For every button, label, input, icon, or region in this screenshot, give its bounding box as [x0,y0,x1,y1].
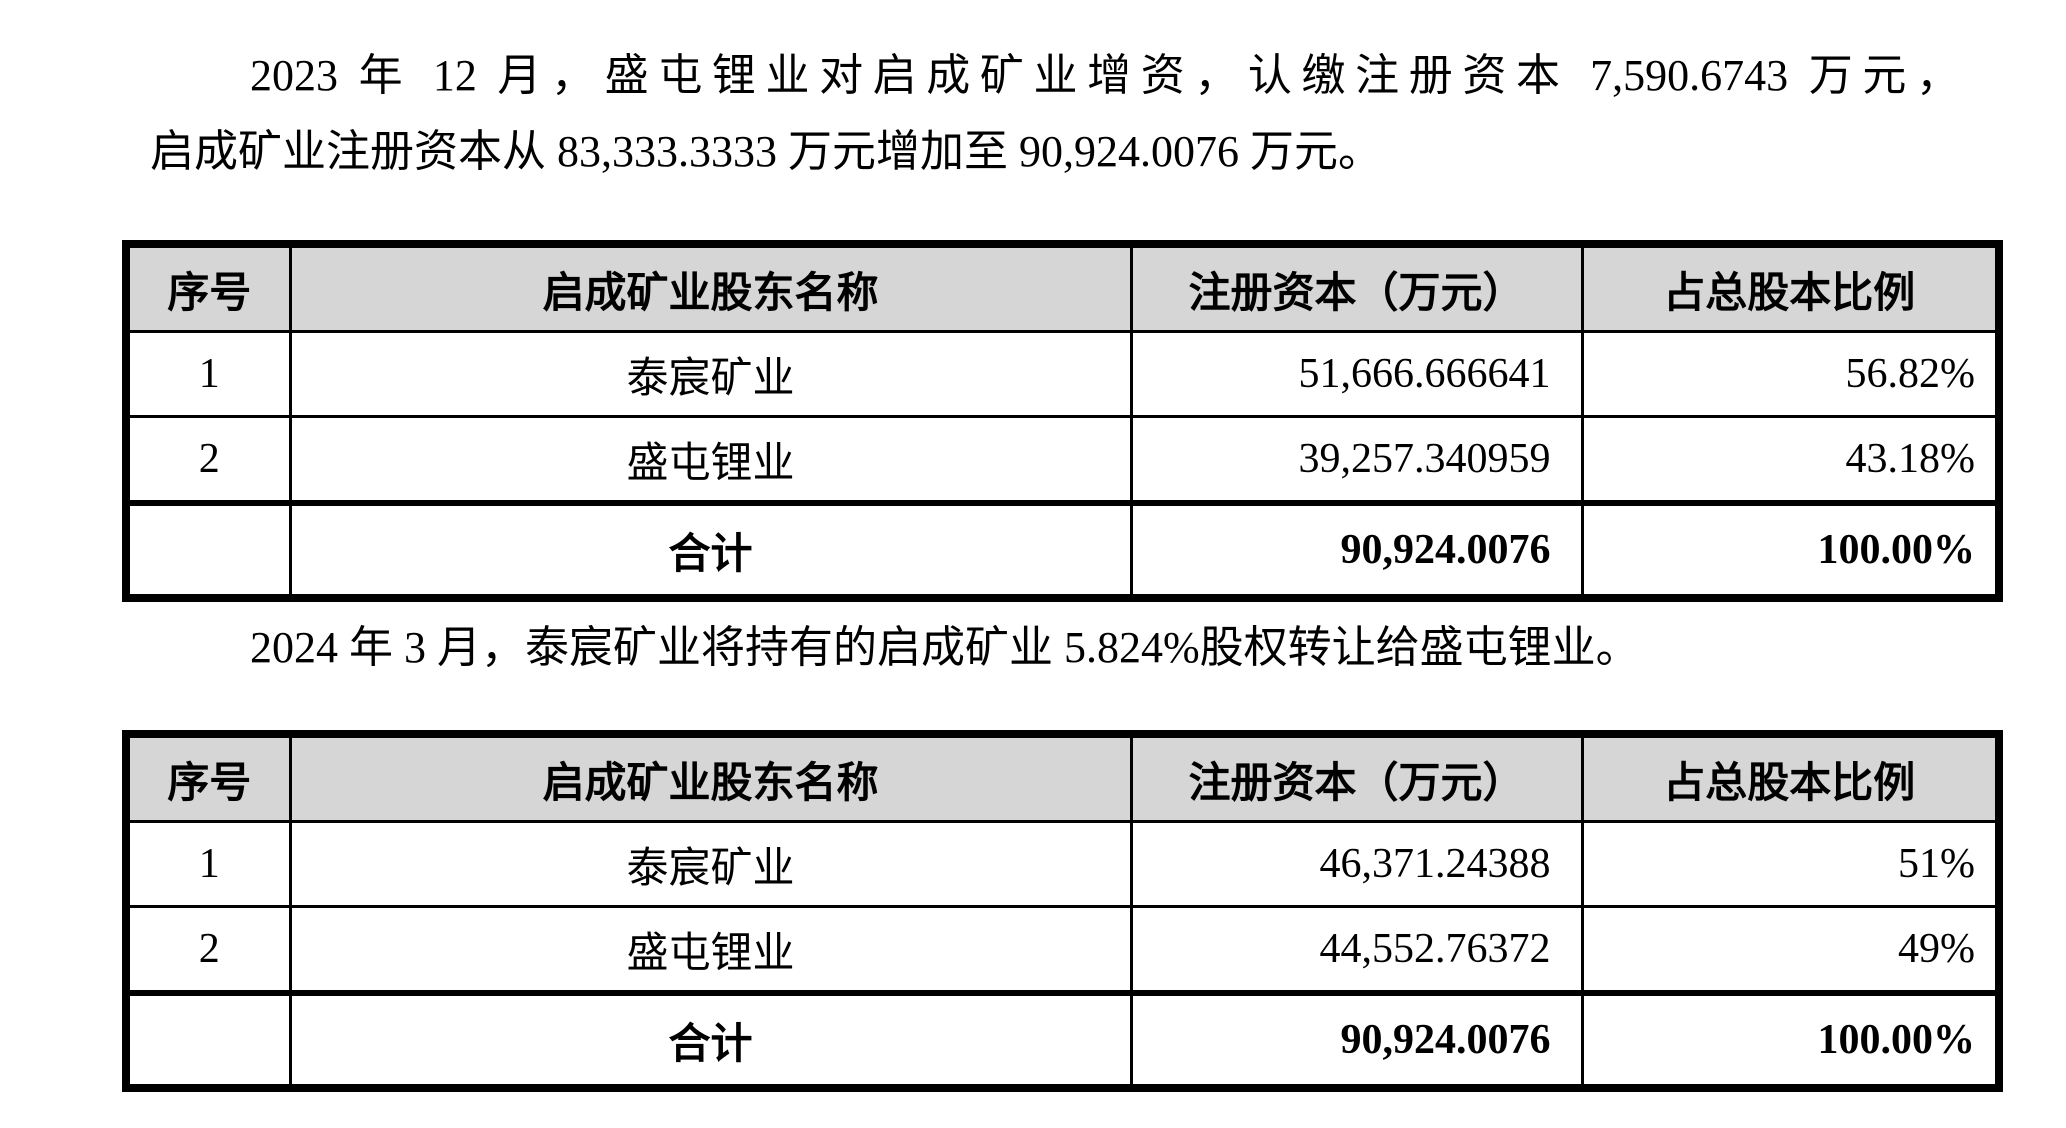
paragraph-line: 2023 年 12 月，盛屯锂业对启成矿业增资，认缴注册资本 7,590.674… [250,51,1960,100]
table-header-row: 序号 启成矿业股东名称 注册资本（万元） 占总股本比例 [124,732,2001,823]
cell-equity-ratio: 43.18% [1580,415,2001,505]
cell-total-ratio: 100.00% [1580,500,2001,600]
cell-index: 2 [124,905,292,995]
cell-shareholder-name: 盛屯锂业 [288,905,1133,995]
table-total-row: 合计 90,924.0076 100.00% [124,990,2001,1090]
shareholder-table-2024: 序号 启成矿业股东名称 注册资本（万元） 占总股本比例 1 泰宸矿业 46,37… [122,730,2003,1092]
table-header-row: 序号 启成矿业股东名称 注册资本（万元） 占总股本比例 [124,242,2001,333]
cell-equity-ratio: 56.82% [1580,330,2001,418]
cell-registered-capital: 44,552.76372 [1129,905,1584,995]
col-header-index: 序号 [124,242,292,333]
cell-total-ratio: 100.00% [1580,990,2001,1090]
paragraph-capital-increase-2023: 2023 年 12 月，盛屯锂业对启成矿业增资，认缴注册资本 7,590.674… [150,38,1960,190]
cell-index-empty [124,500,292,600]
cell-equity-ratio: 51% [1580,820,2001,908]
col-header-shareholder-name: 启成矿业股东名称 [288,732,1133,823]
cell-registered-capital: 46,371.24388 [1129,820,1584,908]
cell-total-label: 合计 [288,990,1133,1090]
cell-equity-ratio: 49% [1580,905,2001,995]
table-row: 1 泰宸矿业 51,666.666641 56.82% [124,330,2001,418]
col-header-equity-ratio: 占总股本比例 [1580,732,2001,823]
cell-total-capital: 90,924.0076 [1129,990,1584,1090]
cell-shareholder-name: 泰宸矿业 [288,820,1133,908]
cell-total-capital: 90,924.0076 [1129,500,1584,600]
cell-index-empty [124,990,292,1090]
col-header-registered-capital: 注册资本（万元） [1129,242,1584,333]
cell-index: 1 [124,820,292,908]
table-row: 2 盛屯锂业 44,552.76372 49% [124,905,2001,995]
table-total-row: 合计 90,924.0076 100.00% [124,500,2001,600]
paragraph-line: 启成矿业注册资本从 83,333.3333 万元增加至 90,924.0076 … [150,127,1382,176]
cell-index: 2 [124,415,292,505]
cell-shareholder-name: 泰宸矿业 [288,330,1133,418]
table-row: 1 泰宸矿业 46,371.24388 51% [124,820,2001,908]
paragraph-equity-transfer-2024: 2024 年 3 月，泰宸矿业将持有的启成矿业 5.824%股权转让给盛屯锂业。 [250,623,1640,672]
cell-registered-capital: 51,666.666641 [1129,330,1584,418]
cell-total-label: 合计 [288,500,1133,600]
cell-registered-capital: 39,257.340959 [1129,415,1584,505]
table-row: 2 盛屯锂业 39,257.340959 43.18% [124,415,2001,505]
col-header-index: 序号 [124,732,292,823]
shareholder-table-2023: 序号 启成矿业股东名称 注册资本（万元） 占总股本比例 1 泰宸矿业 51,66… [122,240,2003,602]
col-header-registered-capital: 注册资本（万元） [1129,732,1584,823]
col-header-shareholder-name: 启成矿业股东名称 [288,242,1133,333]
cell-index: 1 [124,330,292,418]
document-page: 2023 年 12 月，盛屯锂业对启成矿业增资，认缴注册资本 7,590.674… [0,38,2066,1128]
cell-shareholder-name: 盛屯锂业 [288,415,1133,505]
col-header-equity-ratio: 占总股本比例 [1580,242,2001,333]
